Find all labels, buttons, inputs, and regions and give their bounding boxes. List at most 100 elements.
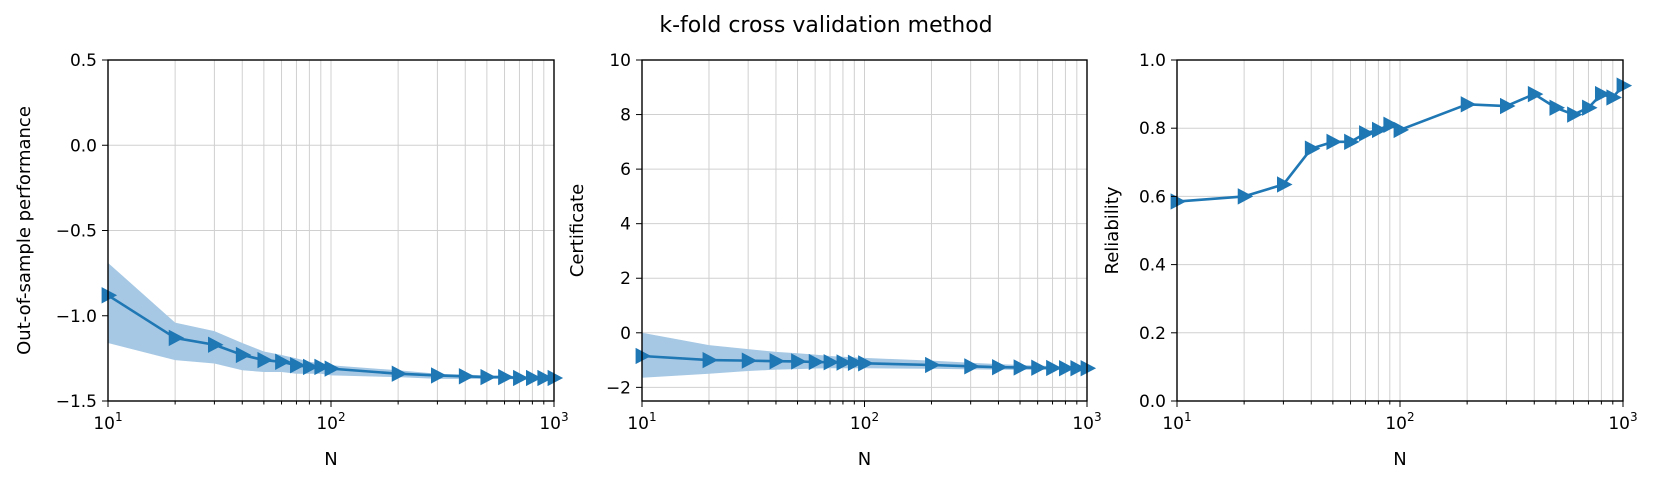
data-point xyxy=(1359,125,1375,142)
y-tick-label: 0.4 xyxy=(1139,256,1166,276)
series-2 xyxy=(1170,77,1633,210)
figure-title: k-fold cross validation method xyxy=(659,13,992,38)
xticks-2: 101 102 103 xyxy=(1162,401,1638,434)
y-tick-label: −2 xyxy=(606,378,631,398)
data-point xyxy=(1594,85,1611,103)
data-point xyxy=(1059,360,1075,377)
data-point xyxy=(1371,121,1388,139)
y-tick-label: 0.5 xyxy=(70,51,97,71)
y-tick-label: 0 xyxy=(620,324,631,344)
data-point xyxy=(314,358,330,376)
data-point xyxy=(823,354,840,371)
data-point xyxy=(101,287,118,304)
y-tick-label: −1.0 xyxy=(56,307,97,327)
data-point xyxy=(1393,121,1410,139)
data-point xyxy=(1170,193,1187,210)
xticks-0: 101 102 103 xyxy=(93,401,569,434)
data-point xyxy=(324,360,341,377)
data-point xyxy=(547,369,564,387)
x-tick-label: 102 xyxy=(1385,410,1414,434)
data-point xyxy=(992,359,1008,376)
data-point xyxy=(1080,360,1097,377)
x-tick-label: 102 xyxy=(850,410,879,434)
y-tick-label: −1.5 xyxy=(56,392,97,412)
y-tick-label: 0.8 xyxy=(1139,119,1166,139)
data-point xyxy=(207,336,224,353)
data-point xyxy=(1344,133,1360,151)
y-tick-label: 6 xyxy=(620,160,631,180)
panel-certificate: 101 102 103 −2 0 2 4 6 8 10 N Certificate xyxy=(567,51,1102,470)
panel-reliability: 101 102 103 0.0 0.2 0.4 0.6 0.8 1.0 N Reliabili… xyxy=(1102,51,1638,470)
data-point xyxy=(1031,359,1047,376)
xlabel-0: N xyxy=(324,449,337,470)
data-point xyxy=(513,369,529,387)
x-tick-label: 103 xyxy=(1072,410,1101,434)
data-point xyxy=(1616,77,1633,94)
data-point xyxy=(302,358,319,376)
y-tick-label: 0.0 xyxy=(1139,392,1166,412)
data-point xyxy=(1383,116,1399,133)
data-point xyxy=(858,355,874,372)
data-point xyxy=(836,354,853,371)
data-point xyxy=(537,369,553,387)
data-point xyxy=(1460,96,1477,113)
data-point xyxy=(430,367,447,384)
yticks-2: 0.0 0.2 0.4 0.6 0.8 1.0 xyxy=(1139,51,1177,412)
data-point xyxy=(480,368,496,386)
grid-2 xyxy=(1177,60,1623,401)
data-point xyxy=(1237,188,1254,205)
ylabel-2: Reliability xyxy=(1102,186,1123,274)
ylabel-0: Out-of-sample performance xyxy=(14,106,35,355)
x-tick-label: 101 xyxy=(1162,410,1191,434)
y-tick-label: 4 xyxy=(620,215,631,235)
y-tick-label: 1.0 xyxy=(1139,51,1166,71)
data-point xyxy=(458,368,475,385)
confidence-band xyxy=(108,262,554,380)
data-point xyxy=(964,358,980,375)
data-point xyxy=(391,365,408,382)
data-point xyxy=(235,346,252,364)
data-point xyxy=(1276,176,1293,193)
x-tick-label: 103 xyxy=(1608,410,1637,434)
data-point xyxy=(791,353,807,370)
y-tick-label: 2 xyxy=(620,269,631,289)
data-point xyxy=(769,353,786,370)
data-point xyxy=(1304,140,1321,157)
data-point xyxy=(525,369,542,387)
xlabel-2: N xyxy=(1393,449,1406,470)
grid-0 xyxy=(108,60,554,401)
y-tick-label: 0.0 xyxy=(70,136,97,156)
data-point xyxy=(1549,99,1565,116)
data-point xyxy=(168,329,185,347)
data-point xyxy=(1527,85,1544,103)
x-tick-label: 102 xyxy=(316,410,345,434)
data-point xyxy=(498,368,514,386)
series-0 xyxy=(101,287,564,387)
data-point xyxy=(702,351,719,369)
data-point xyxy=(1606,89,1622,106)
data-point xyxy=(1046,359,1062,377)
xticks-1: 101 102 103 xyxy=(627,401,1102,434)
data-point xyxy=(257,351,273,369)
y-tick-label: 0.2 xyxy=(1139,324,1166,344)
x-tick-label: 101 xyxy=(93,410,122,434)
y-tick-label: 0.6 xyxy=(1139,187,1166,207)
y-tick-label: −0.5 xyxy=(56,222,97,242)
panel-out-of-sample: 101 102 103 −1.5 −1.0 −0.5 0.0 0.5 N Out-of-sa… xyxy=(14,51,569,470)
data-point xyxy=(741,352,758,369)
ylabel-1: Certificate xyxy=(567,184,588,278)
data-point xyxy=(1499,97,1516,115)
x-tick-label: 103 xyxy=(539,410,568,434)
data-point xyxy=(275,353,291,370)
data-point xyxy=(1582,99,1598,116)
series-1 xyxy=(635,347,1097,377)
data-point xyxy=(1567,106,1583,123)
data-point xyxy=(1070,360,1086,377)
y-tick-label: 10 xyxy=(609,51,631,71)
data-point xyxy=(635,347,652,365)
band-0 xyxy=(108,262,554,380)
data-point xyxy=(1013,359,1030,376)
xlabel-1: N xyxy=(858,449,871,470)
data-point xyxy=(925,356,941,374)
